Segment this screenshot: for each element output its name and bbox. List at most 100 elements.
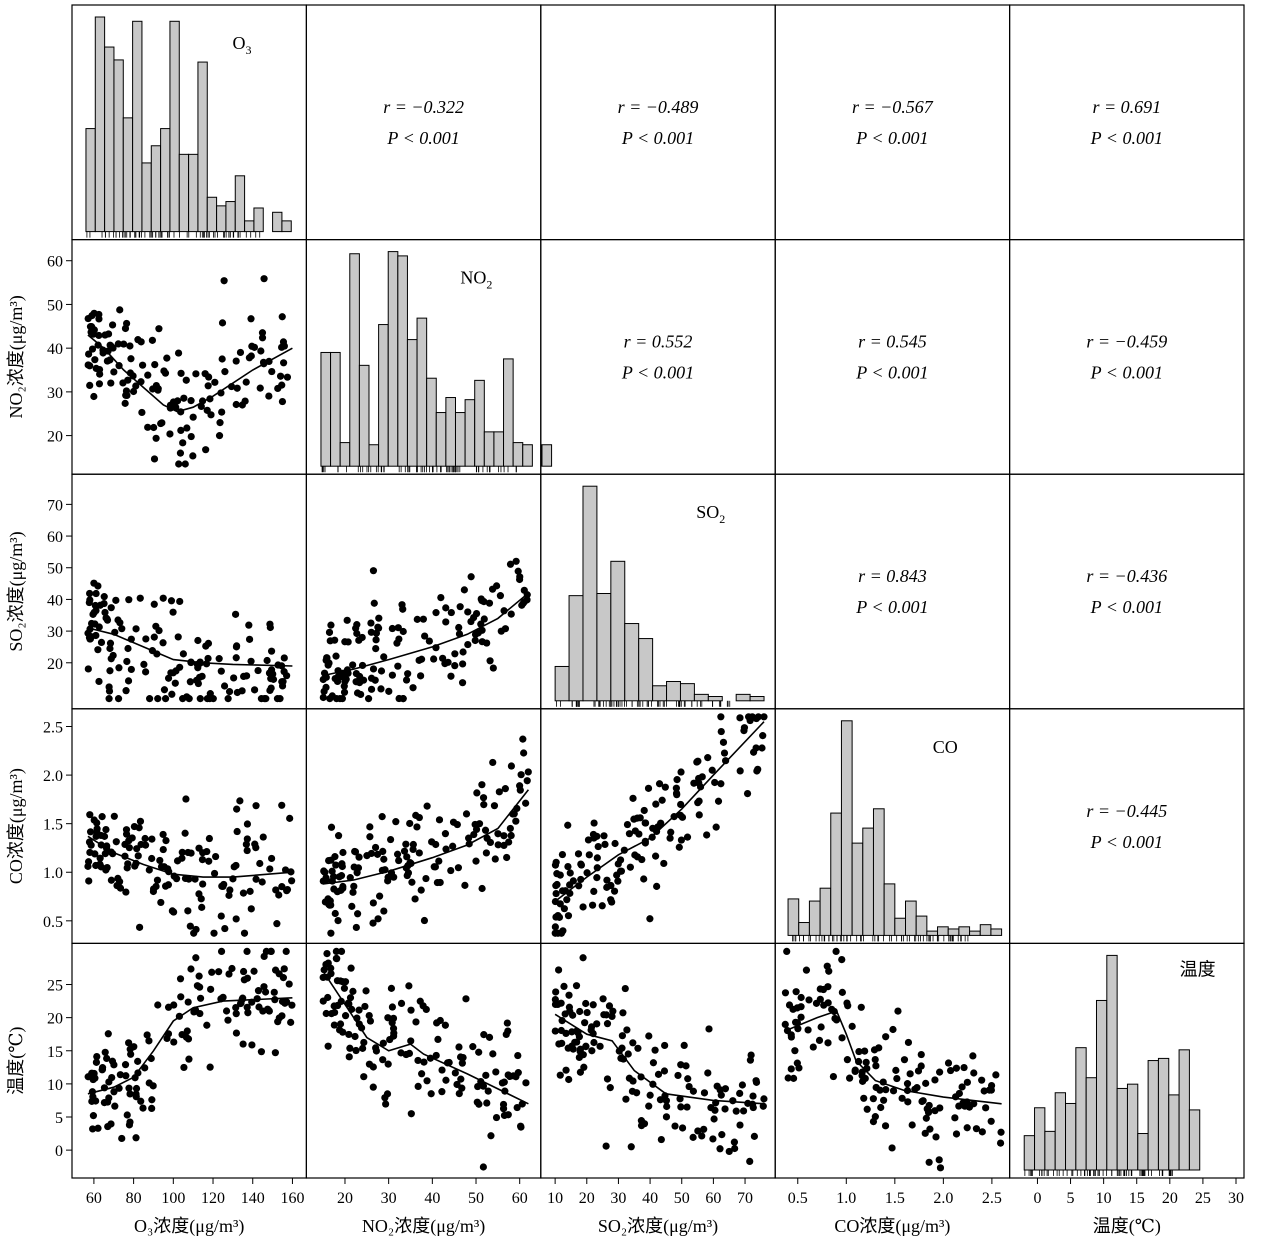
scatter-point-4-1-15 [365,1011,373,1020]
scatter-point-4-1-138 [387,984,396,992]
scatter-point-2-0-134 [269,670,277,678]
y-tick-label-1-4: 60 [47,254,63,271]
scatter-point-1-0-54 [91,356,99,364]
scatter-point-2-1-146 [506,560,515,568]
scatter-point-3-1-119 [432,840,440,849]
scatter-point-4-0-7 [103,1054,111,1063]
x-tick-label-4-5: 25 [1195,1190,1211,1207]
scatter-point-4-3-15 [969,1052,977,1060]
scatter-point-2-1-41 [322,683,330,692]
smooth-curve-3-0 [87,835,293,878]
scatter-point-1-0-20 [138,408,146,417]
scatter-point-2-0-149 [232,643,241,651]
scatter-point-4-3-76 [787,1031,795,1039]
scatter-point-2-1-125 [425,637,433,645]
scatter-point-4-2-144 [560,982,568,991]
scatter-point-4-1-111 [386,1035,394,1044]
scatter-point-3-0-143 [283,887,291,895]
scatter-point-3-2-72 [577,860,585,868]
scatter-point-4-1-72 [414,1056,422,1065]
scatter-point-4-1-7 [337,947,346,956]
scatter-point-4-2-140 [661,1041,669,1050]
hist-bar-3-4 [830,812,842,936]
scatter-point-3-0-72 [125,844,133,852]
scatter-point-1-0-149 [127,355,135,363]
scatter-point-3-1-138 [322,874,330,882]
scatter-point-3-0-59 [162,836,170,845]
scatter-point-4-3-10 [963,1124,971,1132]
scatter-point-3-1-89 [478,884,486,893]
scatter-point-2-1-85 [369,665,378,673]
scatter-point-4-2-92 [621,984,629,993]
scatter-point-4-3-87 [935,1156,943,1164]
scatter-point-3-0-80 [286,814,294,822]
scatter-point-3-2-57 [673,776,681,784]
scatter-point-3-1-107 [331,909,339,918]
scatter-point-2-1-29 [514,567,522,575]
hist-bar-1-11 [426,377,437,467]
scatter-point-1-0-84 [137,338,145,346]
scatter-point-2-0-126 [167,669,175,677]
scatter-point-4-2-143 [662,1097,671,1105]
scatter-point-4-0-110 [148,1096,156,1104]
scatter-point-3-1-148 [351,848,360,856]
scatter-point-4-0-26 [176,975,185,983]
scatter-point-2-1-35 [326,695,334,703]
scatter-point-3-1-5 [501,785,509,793]
scatter-point-4-2-100 [599,995,607,1003]
scatter-point-1-0-107 [99,349,107,357]
scatter-point-2-1-6 [388,624,396,633]
hist-bar-2-10 [693,693,709,702]
scatter-point-1-0-11 [202,446,210,454]
scatter-point-4-0-64 [192,954,200,962]
scatter-point-1-0-64 [182,376,190,384]
scatter-point-1-0-145 [90,392,98,401]
scatter-point-4-0-118 [185,1055,193,1063]
scatter-point-2-1-104 [413,615,421,623]
scatter-point-4-3-29 [845,1074,854,1082]
scatter-point-3-1-101 [369,899,377,907]
scatter-point-3-0-123 [233,827,241,836]
scatter-point-3-1-39 [441,830,450,838]
scatter-point-3-1-49 [447,866,455,875]
cell-frame-1-4 [1008,239,1245,475]
scatter-point-4-2-56 [676,1095,684,1103]
scatter-point-4-2-36 [671,1122,679,1130]
scatter-point-2-1-131 [374,623,382,631]
scatter-point-2-0-38 [273,695,282,703]
scatter-point-4-2-108 [705,1025,713,1033]
scatter-point-4-1-103 [485,1033,494,1041]
hist-bar-0-8 [160,128,171,233]
scatter-point-2-0-63 [225,688,234,696]
scatter-point-3-0-138 [273,920,281,928]
y-axis-label-4: 温度(℃) [6,1027,27,1095]
hist-bar-4-11 [1137,1133,1149,1171]
scatter-point-4-3-129 [789,1074,798,1082]
scatter-point-4-3-104 [936,1164,945,1172]
scatter-point-1-0-12 [114,340,122,348]
scatter-point-4-1-24 [365,1060,374,1068]
scatter-point-4-2-149 [582,1042,590,1050]
scatter-point-2-1-22 [332,652,340,660]
scatter-point-1-0-91 [166,430,174,438]
scatter-point-4-3-75 [824,999,832,1007]
scatter-point-3-2-52 [593,874,601,882]
hist-bar-4-7 [1095,999,1108,1171]
hist-bar-3-8 [872,808,885,936]
scatter-point-4-1-61 [482,1071,490,1079]
hist-bar-0-4 [122,117,134,233]
scatter-point-3-0-104 [243,846,251,855]
scatter-point-4-3-71 [917,1050,925,1059]
smooth-curve-4-3 [784,1010,1002,1105]
scatter-point-1-0-67 [250,343,259,351]
scatter-point-2-1-28 [385,687,393,695]
corr-r-1-4: r = −0.459 [1086,332,1167,352]
scatter-point-4-3-68 [936,1068,944,1076]
scatter-point-4-2-118 [576,1047,584,1055]
scatter-point-2-1-128 [344,638,352,646]
scatter-point-4-3-2 [880,1096,888,1104]
scatter-point-2-0-104 [278,678,286,686]
scatter-point-4-2-110 [637,1117,645,1125]
scatter-point-2-1-148 [353,689,362,697]
scatter-point-1-0-47 [95,380,104,388]
